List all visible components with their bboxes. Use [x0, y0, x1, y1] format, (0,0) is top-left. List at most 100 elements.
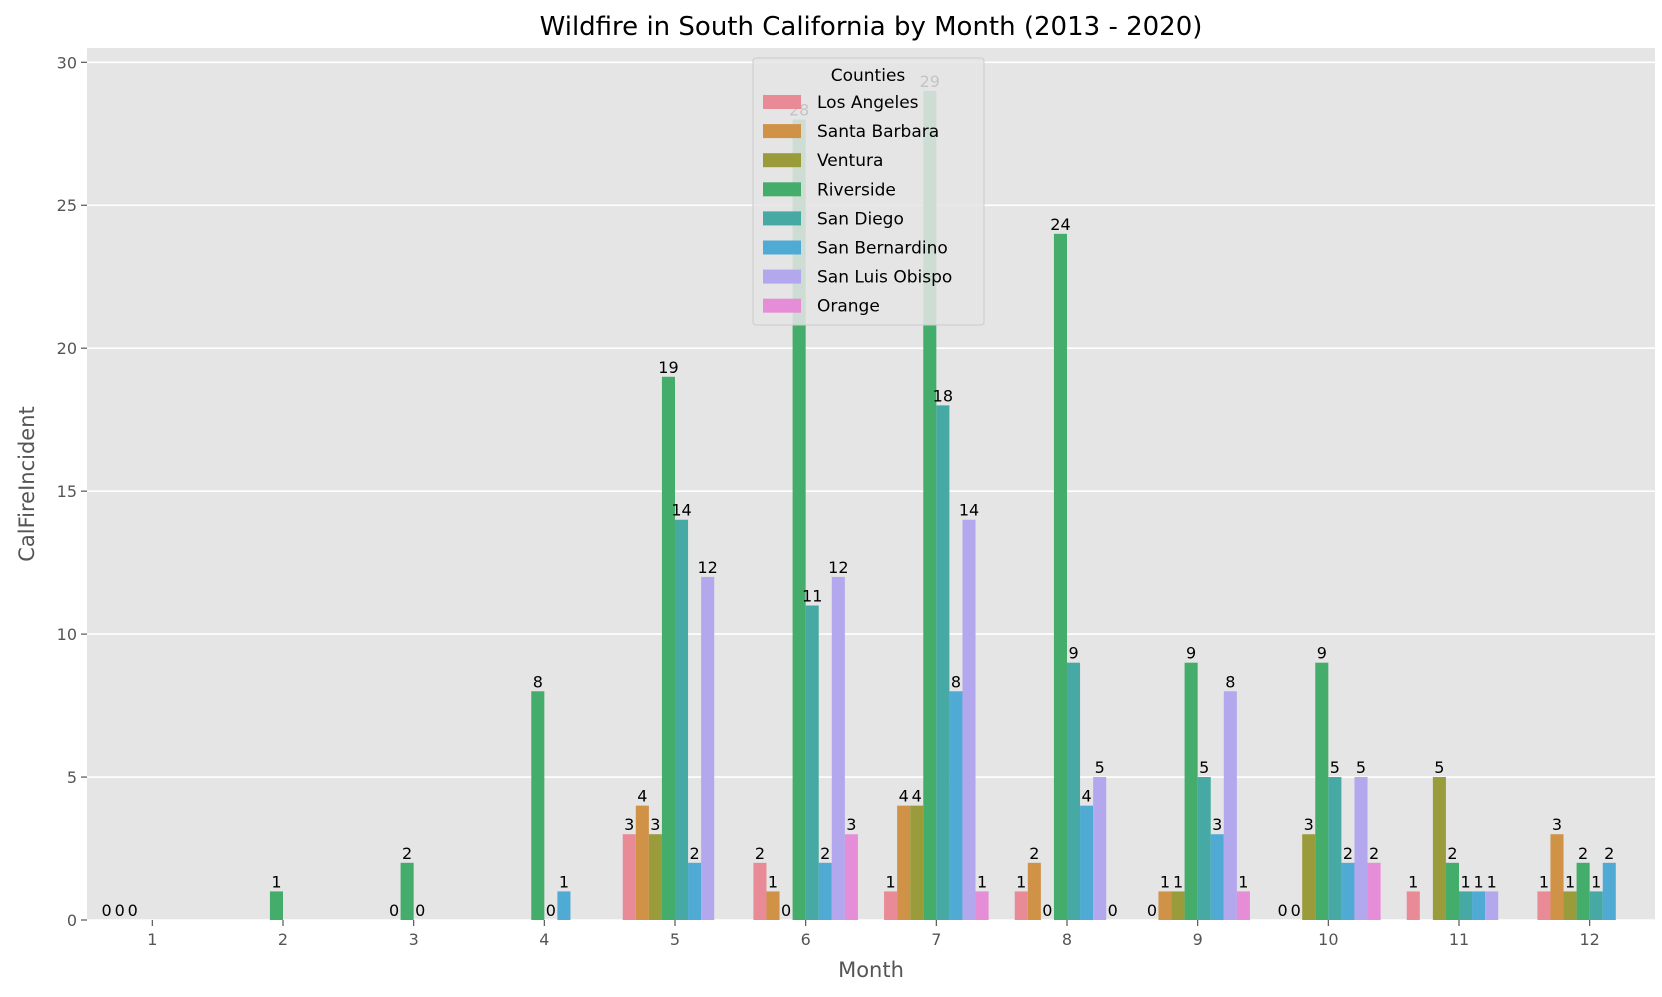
x-tick-label: 9 — [1193, 930, 1203, 949]
data-label: 8 — [951, 672, 961, 691]
x-tick-label: 4 — [539, 930, 549, 949]
bar — [635, 805, 649, 920]
bar — [805, 605, 819, 920]
bar — [753, 862, 767, 920]
data-label: 1 — [1487, 872, 1497, 891]
x-tick-label: 1 — [147, 930, 157, 949]
x-tick-label: 3 — [409, 930, 419, 949]
bar — [1236, 891, 1250, 920]
data-label: 2 — [1604, 844, 1614, 863]
x-ticks: 1 2 3 4 5 6 7 8 9 10 11 12 — [147, 920, 1600, 949]
bar — [1354, 777, 1368, 920]
data-label: 0 — [1108, 901, 1118, 920]
bar — [1537, 891, 1551, 920]
data-label: 8 — [1225, 672, 1235, 691]
bar — [688, 862, 702, 920]
y-tick-label: 20 — [57, 339, 77, 358]
legend-label: San Bernardino — [817, 239, 948, 259]
data-label: 1 — [1160, 872, 1170, 891]
x-tick-label: 8 — [1062, 930, 1072, 949]
data-label: 4 — [637, 787, 647, 806]
data-label: 1 — [1539, 872, 1549, 891]
data-label: 1 — [1460, 872, 1470, 891]
legend-title: Counties — [831, 66, 906, 86]
data-label: 3 — [1212, 815, 1222, 834]
data-label: 3 — [624, 815, 634, 834]
data-label: 1 — [1591, 872, 1601, 891]
x-tick-label: 2 — [278, 930, 288, 949]
legend: Counties Los Angeles Santa Barbara Ventura… — [752, 57, 985, 326]
x-axis-title: Month — [838, 958, 904, 982]
data-label: 8 — [533, 672, 543, 691]
data-label: 9 — [1068, 644, 1078, 663]
bar — [622, 834, 636, 920]
chart-title: Wildfire in South California by Month (2… — [540, 12, 1203, 42]
bar — [1171, 891, 1185, 920]
legend-label: San Luis Obispo — [817, 268, 952, 288]
data-label: 14 — [671, 501, 691, 520]
legend-label: Orange — [817, 297, 880, 317]
bars — [269, 90, 1616, 921]
bar — [1576, 862, 1590, 920]
data-label: 5 — [1199, 758, 1209, 777]
bar — [936, 405, 950, 920]
y-tick-label: 5 — [67, 768, 77, 787]
bar — [831, 576, 845, 920]
data-label: 0 — [781, 901, 791, 920]
data-label: 2 — [1029, 844, 1039, 863]
data-label: 19 — [658, 358, 678, 377]
data-label: 11 — [802, 587, 822, 606]
bar — [766, 891, 780, 920]
bar — [661, 376, 675, 921]
bar — [949, 691, 963, 920]
data-label: 0 — [389, 901, 399, 920]
data-label: 2 — [690, 844, 700, 863]
legend-label: Santa Barbara — [817, 122, 939, 142]
data-label: 0 — [415, 901, 425, 920]
legend-box — [752, 57, 985, 326]
data-label: 1 — [1238, 872, 1248, 891]
data-label: 1 — [271, 872, 281, 891]
data-label: 4 — [912, 787, 922, 806]
x-tick-label: 7 — [931, 930, 941, 949]
legend-swatch — [763, 153, 801, 168]
bar — [1080, 805, 1094, 920]
data-label: 2 — [820, 844, 830, 863]
legend-swatch — [763, 95, 801, 109]
legend-swatch — [763, 211, 801, 226]
data-label: 5 — [1356, 758, 1366, 777]
bar — [884, 891, 898, 920]
data-label: 1 — [886, 872, 896, 891]
data-label: 1 — [1408, 872, 1418, 891]
bar — [1472, 891, 1486, 920]
legend-label: San Diego — [817, 209, 904, 229]
bar — [1367, 862, 1381, 920]
x-tick-label: 11 — [1449, 930, 1469, 949]
bar — [1550, 834, 1564, 920]
data-label: 0 — [128, 901, 138, 920]
data-label: 2 — [1447, 844, 1457, 863]
data-label: 2 — [755, 844, 765, 863]
bar — [1315, 662, 1329, 920]
data-label: 3 — [650, 815, 660, 834]
bar — [897, 805, 911, 920]
y-tick-label: 10 — [57, 625, 77, 644]
data-label: 1 — [1016, 872, 1026, 891]
data-label: 0 — [1042, 901, 1052, 920]
bar — [400, 862, 414, 920]
bar — [1027, 862, 1041, 920]
bar — [962, 519, 976, 920]
data-label: 5 — [1434, 758, 1444, 777]
bar — [1432, 777, 1446, 920]
bar — [675, 519, 689, 920]
bar — [1158, 891, 1172, 920]
bar — [975, 891, 989, 920]
bar — [844, 834, 858, 920]
bar — [1093, 777, 1107, 920]
data-label: 0 — [115, 901, 125, 920]
data-label: 9 — [1186, 644, 1196, 663]
x-tick-label: 12 — [1579, 930, 1599, 949]
x-tick-label: 10 — [1318, 930, 1338, 949]
bar — [910, 805, 924, 920]
